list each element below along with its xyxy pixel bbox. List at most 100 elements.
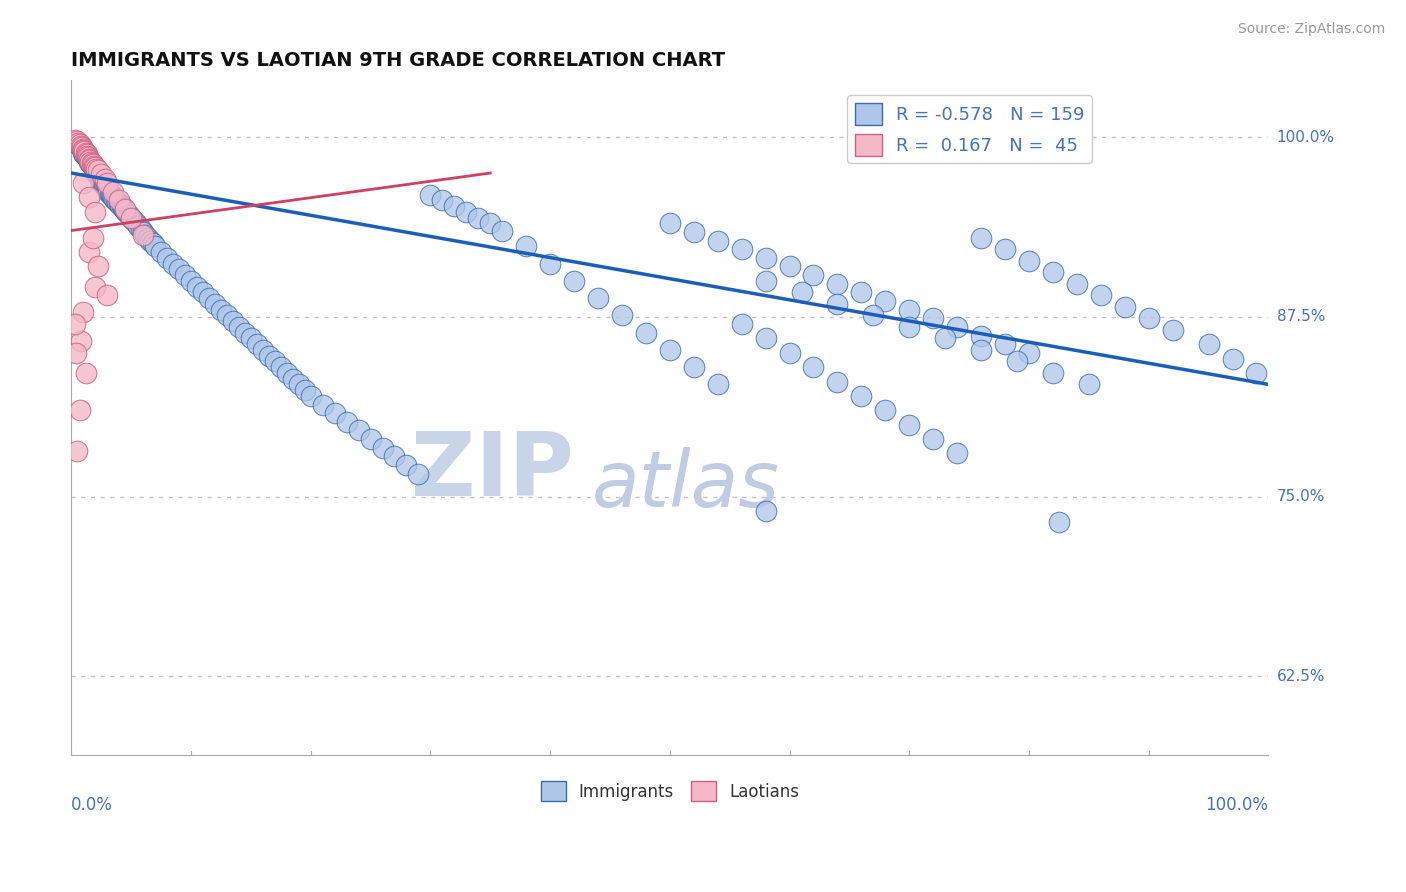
Point	[479, 216, 502, 230]
Point	[586, 291, 609, 305]
Point	[112, 202, 135, 216]
Text: 0.0%: 0.0%	[72, 796, 112, 814]
Point	[86, 161, 108, 176]
Point	[120, 211, 142, 225]
Point	[384, 450, 406, 464]
Point	[658, 216, 681, 230]
Point	[682, 360, 704, 375]
Point	[1077, 377, 1099, 392]
Point	[96, 183, 118, 197]
Point	[228, 319, 250, 334]
Point	[84, 163, 107, 178]
Point	[79, 154, 101, 169]
Point	[755, 331, 778, 345]
Point	[77, 153, 100, 167]
Point	[77, 152, 100, 166]
Point	[1018, 253, 1040, 268]
Point	[77, 150, 100, 164]
Text: Source: ZipAtlas.com: Source: ZipAtlas.com	[1237, 22, 1385, 37]
Point	[862, 309, 884, 323]
Point	[922, 311, 945, 326]
Point	[80, 157, 103, 171]
Point	[347, 424, 370, 438]
Point	[134, 227, 156, 242]
Point	[93, 178, 115, 192]
Point	[922, 432, 945, 446]
Point	[96, 176, 118, 190]
Point	[257, 349, 280, 363]
Point	[898, 302, 921, 317]
Point	[94, 180, 117, 194]
Point	[82, 159, 104, 173]
Point	[946, 319, 969, 334]
Point	[139, 234, 162, 248]
Point	[96, 182, 118, 196]
Text: IMMIGRANTS VS LAOTIAN 9TH GRADE CORRELATION CHART: IMMIGRANTS VS LAOTIAN 9TH GRADE CORRELAT…	[72, 51, 725, 70]
Text: 100.0%: 100.0%	[1205, 796, 1268, 814]
Point	[69, 334, 91, 349]
Point	[803, 360, 825, 375]
Point	[110, 197, 132, 211]
Point	[132, 227, 155, 242]
Point	[167, 262, 190, 277]
Point	[323, 406, 346, 420]
Point	[191, 285, 214, 300]
Point	[827, 375, 849, 389]
Point	[239, 331, 262, 345]
Point	[72, 305, 94, 319]
Point	[132, 225, 155, 239]
Point	[898, 417, 921, 432]
Point	[252, 343, 274, 357]
Point	[730, 317, 752, 331]
Point	[803, 268, 825, 282]
Point	[77, 190, 100, 204]
Point	[755, 504, 778, 518]
Point	[143, 239, 166, 253]
Point	[87, 170, 110, 185]
Point	[86, 166, 108, 180]
Point	[562, 274, 585, 288]
Point	[120, 211, 142, 225]
Point	[408, 467, 430, 481]
Point	[946, 446, 969, 460]
Text: 62.5%: 62.5%	[1277, 669, 1326, 684]
Point	[86, 260, 108, 274]
Point	[84, 164, 107, 178]
Point	[755, 274, 778, 288]
Point	[66, 136, 89, 150]
Point	[222, 314, 245, 328]
Point	[63, 317, 86, 331]
Point	[108, 194, 131, 208]
Point	[311, 397, 333, 411]
Point	[77, 245, 100, 260]
Point	[82, 231, 104, 245]
Point	[72, 143, 94, 157]
Point	[994, 337, 1017, 351]
Point	[294, 383, 316, 397]
Point	[125, 216, 148, 230]
Point	[360, 432, 382, 446]
Point	[610, 309, 633, 323]
Text: atlas: atlas	[592, 447, 780, 523]
Point	[89, 171, 111, 186]
Point	[994, 242, 1017, 256]
Point	[114, 203, 136, 218]
Point	[103, 192, 125, 206]
Point	[76, 147, 98, 161]
Point	[276, 366, 298, 380]
Point	[658, 343, 681, 357]
Point	[66, 443, 89, 458]
Point	[281, 371, 304, 385]
Point	[150, 245, 173, 260]
Point	[84, 161, 107, 175]
Point	[80, 156, 103, 170]
Point	[101, 185, 124, 199]
Point	[1066, 277, 1088, 291]
Point	[270, 360, 292, 375]
Point	[970, 231, 993, 245]
Legend: Immigrants, Laotians: Immigrants, Laotians	[534, 774, 806, 808]
Point	[299, 389, 322, 403]
Point	[180, 274, 202, 288]
Point	[1137, 311, 1160, 326]
Point	[1198, 337, 1220, 351]
